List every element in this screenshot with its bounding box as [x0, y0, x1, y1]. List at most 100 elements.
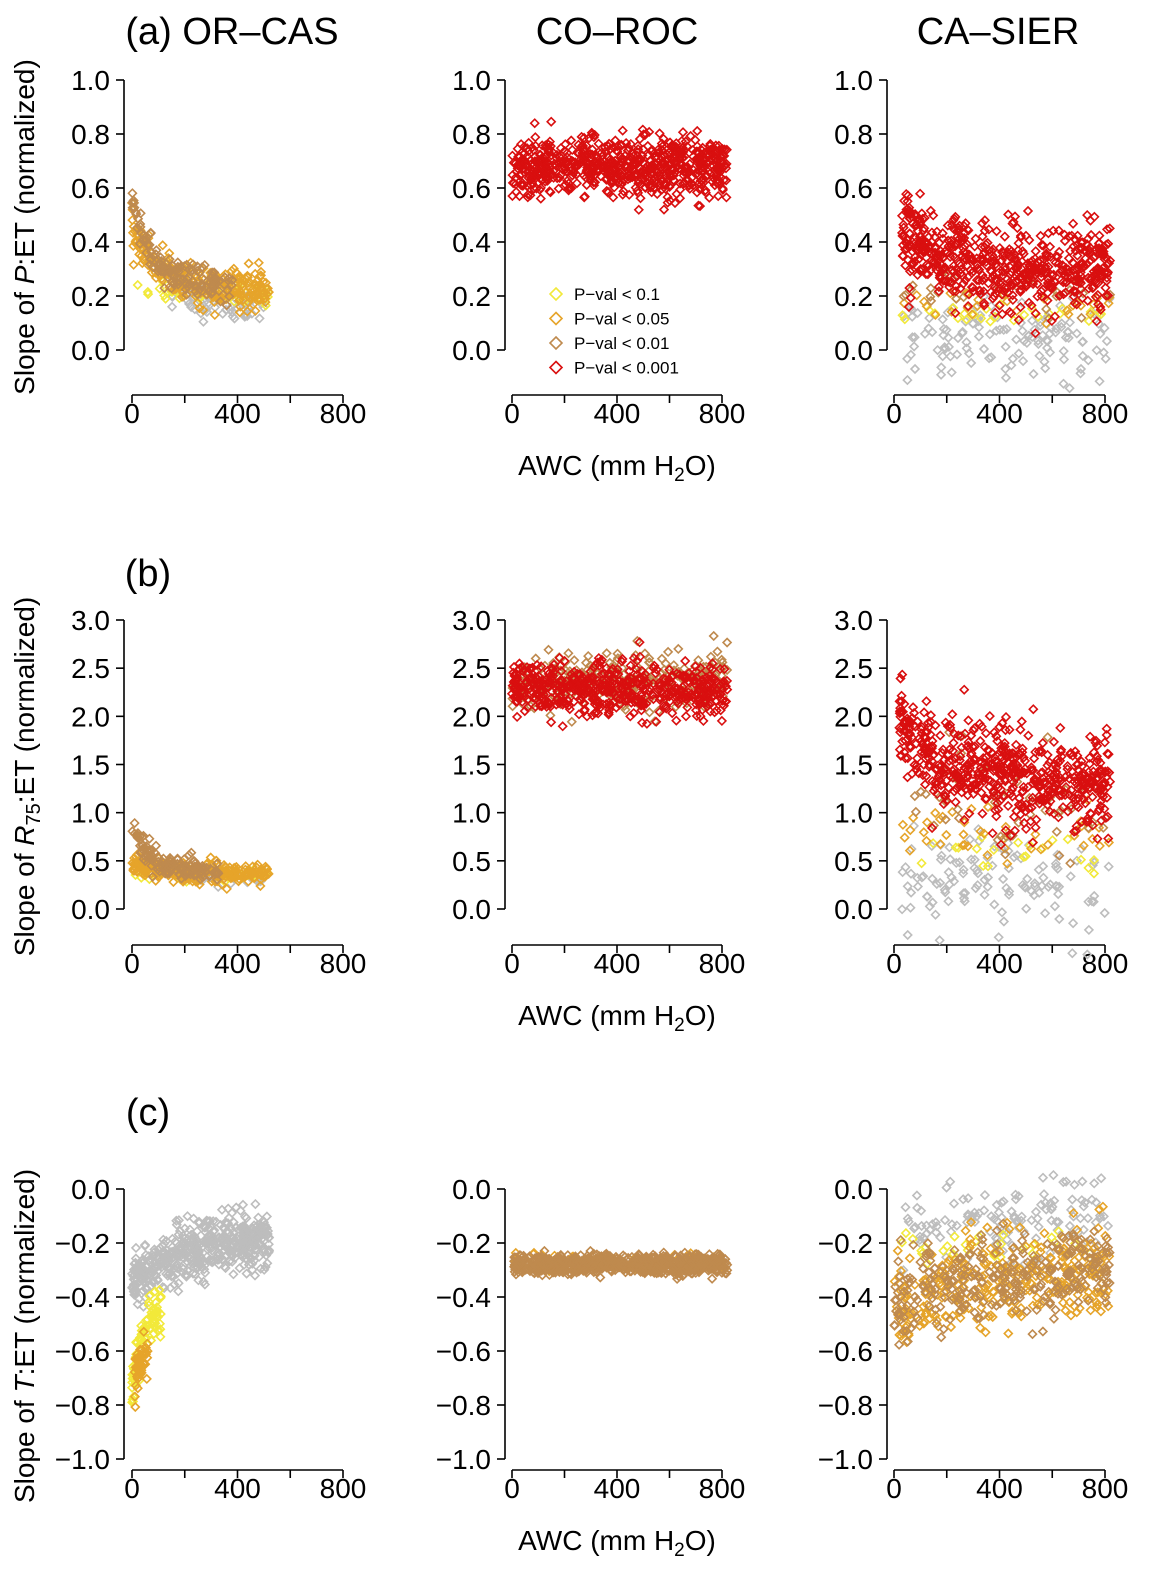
- point-p0001: [684, 183, 695, 194]
- panel-0-1: 0.00.20.40.60.81.00 400 800: [452, 65, 745, 429]
- x-tick-label: 800: [320, 1473, 367, 1504]
- point-p0001: [1041, 249, 1052, 260]
- point-ns: [1083, 924, 1095, 936]
- y-tick-label: 0.4: [452, 227, 491, 258]
- point-p001: [145, 254, 156, 265]
- point-p0001: [966, 267, 977, 279]
- point-p005: [242, 306, 253, 317]
- point-p001: [644, 707, 655, 718]
- point-p001: [569, 655, 580, 666]
- point-p0001: [603, 138, 615, 149]
- point-p0001: [1093, 277, 1104, 289]
- point-p0001: [980, 728, 992, 739]
- y-tick-label: 1.0: [834, 798, 873, 829]
- point-p0001: [1046, 282, 1058, 293]
- point-p001: [215, 296, 226, 307]
- point-p0001: [510, 158, 521, 169]
- point-p0001: [915, 237, 927, 249]
- point-p0001: [1104, 223, 1115, 234]
- point-ns: [1067, 948, 1078, 959]
- point-ns: [1071, 328, 1082, 339]
- point-p0001: [603, 186, 614, 198]
- point-p005: [231, 861, 242, 873]
- point-p0001: [692, 125, 703, 137]
- point-ns: [940, 343, 951, 354]
- point-p001: [925, 291, 936, 302]
- point-p0001: [973, 264, 984, 275]
- point-p005: [235, 301, 246, 312]
- point-p0001: [1015, 230, 1027, 242]
- point-p0001: [561, 166, 572, 177]
- point-p0001: [996, 255, 1007, 266]
- point-p0001: [535, 156, 547, 167]
- point-ns: [1058, 378, 1069, 389]
- point-ns: [1058, 345, 1069, 357]
- y-tick-label: 1.5: [834, 750, 873, 781]
- point-p0001: [713, 140, 724, 151]
- x-tick-label: 400: [976, 948, 1023, 979]
- point-p0001: [1104, 255, 1116, 266]
- point-p001: [566, 716, 577, 727]
- point-p0001: [917, 264, 928, 275]
- point-p001: [712, 646, 723, 657]
- point-p0001: [1076, 243, 1087, 255]
- title-co-roc: CO–ROC: [536, 11, 699, 53]
- point-p001: [164, 254, 175, 265]
- point-p001: [900, 289, 911, 301]
- point-p01: [142, 286, 153, 298]
- point-ns: [1013, 348, 1024, 359]
- point-p0001: [949, 272, 961, 283]
- point-p001: [206, 282, 217, 293]
- point-p0001: [1058, 277, 1069, 288]
- point-p005: [168, 876, 179, 888]
- point-p0001: [671, 715, 682, 726]
- point-p0001: [514, 151, 526, 162]
- y-tick-label: 0.8: [452, 119, 491, 150]
- point-p005: [260, 871, 271, 882]
- point-p0001: [1060, 267, 1072, 278]
- point-p01: [899, 314, 910, 325]
- point-ns: [1053, 888, 1064, 900]
- point-p0001: [1045, 277, 1056, 289]
- x-tick-label: 800: [699, 1473, 746, 1504]
- point-ns: [1098, 347, 1109, 358]
- point-p005: [243, 258, 254, 269]
- point-p0001: [507, 150, 518, 161]
- point-p0001: [593, 147, 604, 158]
- point-p001: [206, 267, 218, 278]
- point-p0001: [630, 182, 641, 193]
- point-p0001: [903, 301, 915, 313]
- x-tick-label: 0: [504, 948, 520, 979]
- scatter-points: [508, 1245, 733, 1285]
- point-p005: [238, 871, 249, 882]
- point-p005: [930, 807, 941, 819]
- point-p0001: [1095, 304, 1106, 315]
- point-p0001: [620, 161, 631, 173]
- point-p0001: [1102, 238, 1114, 249]
- y-tick-label: 0.2: [71, 281, 110, 312]
- point-p0001: [669, 164, 680, 175]
- y-tick-label: 0.0: [452, 1174, 491, 1205]
- point-ns: [1063, 332, 1074, 344]
- point-p0001: [677, 152, 688, 163]
- point-ns: [186, 301, 197, 313]
- panel-1-1: 0.00.51.01.52.02.53.00 400 800: [452, 605, 745, 979]
- point-p0001: [576, 131, 587, 143]
- point-p0001: [681, 141, 693, 152]
- panel-2-1: −1.0−0.8−0.6−0.4−0.20.00 400 800: [436, 1174, 746, 1504]
- point-p001: [142, 239, 153, 251]
- point-p0001: [977, 255, 989, 267]
- point-ns: [930, 909, 941, 920]
- point-p0001: [947, 264, 958, 276]
- point-p0001: [991, 283, 1002, 294]
- point-p005: [132, 866, 143, 877]
- point-p0001: [967, 254, 978, 265]
- point-p0001: [529, 118, 540, 129]
- point-p0001: [947, 285, 959, 297]
- point-p0001: [720, 163, 732, 174]
- point-p0001: [618, 186, 629, 197]
- point-p005: [187, 876, 198, 887]
- point-p0001: [596, 147, 607, 158]
- point-ns: [1075, 368, 1086, 379]
- x-axis-label: AWC (mm H2O): [518, 1000, 716, 1036]
